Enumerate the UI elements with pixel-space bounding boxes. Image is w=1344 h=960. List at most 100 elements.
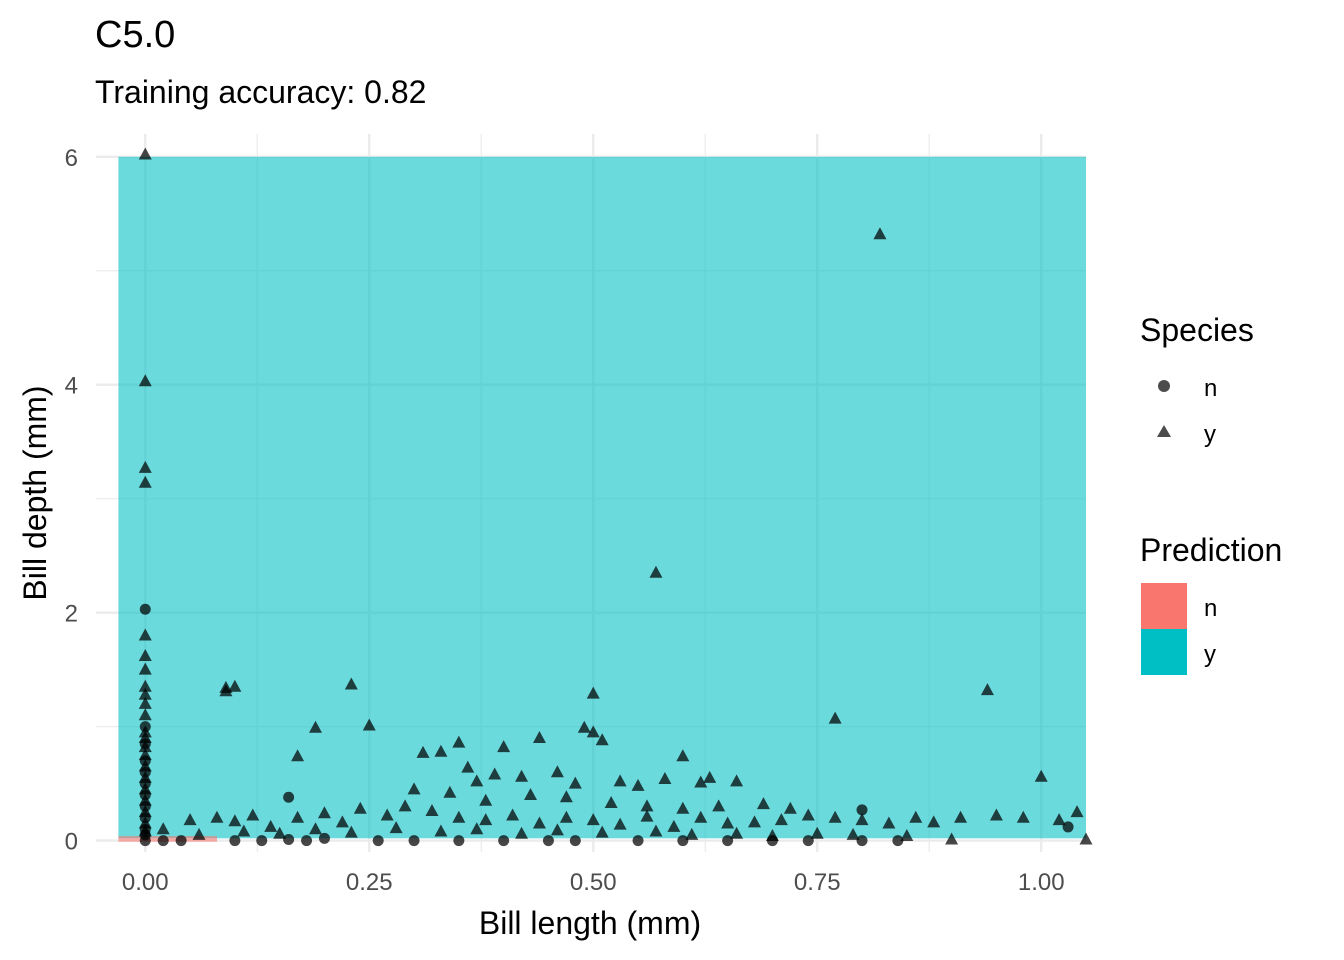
point-y — [640, 799, 654, 812]
point-y — [685, 827, 699, 840]
point-y — [1016, 810, 1030, 823]
point-n — [408, 835, 420, 847]
point-y — [138, 662, 152, 675]
point-y — [219, 680, 233, 693]
y-axis-title: Bill depth (mm) — [17, 385, 53, 600]
point-y — [694, 775, 708, 788]
point-y — [138, 824, 152, 837]
point-y — [344, 677, 358, 690]
legend-species-n-marker — [1158, 380, 1170, 392]
point-n — [139, 603, 151, 615]
point-y — [1070, 805, 1084, 818]
point-y — [828, 810, 842, 823]
point-y — [425, 803, 439, 816]
point-y — [730, 774, 744, 787]
point-y — [595, 733, 609, 746]
point-y — [264, 819, 278, 832]
point-y — [532, 731, 546, 744]
point-y — [712, 799, 726, 812]
point-y — [828, 711, 842, 724]
point-y — [138, 759, 152, 772]
point-y — [586, 725, 600, 738]
y-tick-label: 4 — [65, 373, 78, 400]
point-y — [846, 827, 860, 840]
point-y — [317, 806, 331, 819]
point-y — [774, 813, 788, 826]
point-y — [416, 745, 430, 758]
point-n — [856, 804, 868, 816]
point-n — [542, 835, 554, 847]
point-y — [550, 765, 564, 778]
point-y — [228, 814, 242, 827]
point-y — [138, 687, 152, 700]
point-y — [765, 829, 779, 842]
point-y — [138, 696, 152, 709]
point-n — [283, 833, 295, 845]
point-y — [138, 748, 152, 761]
point-y — [909, 810, 923, 823]
point-y — [362, 718, 376, 731]
point-y — [228, 679, 242, 692]
point-n — [677, 835, 689, 847]
point-y — [515, 826, 529, 839]
legend-prediction: Prediction n y — [1140, 532, 1282, 675]
point-y — [631, 778, 645, 791]
point-n — [283, 791, 295, 803]
x-tick-label: 0.75 — [794, 869, 841, 896]
point-y — [676, 749, 690, 762]
point-n — [892, 835, 904, 847]
point-y — [138, 708, 152, 721]
point-y — [138, 731, 152, 744]
point-y — [649, 565, 663, 578]
point-y — [138, 793, 152, 806]
point-y — [309, 720, 323, 733]
point-y — [613, 817, 627, 830]
point-y — [604, 795, 618, 808]
point-y — [649, 824, 663, 837]
point-y — [452, 735, 466, 748]
point-y — [730, 826, 744, 839]
legend-species: Species n y — [1140, 312, 1254, 448]
prediction-region-layer — [118, 156, 1086, 842]
point-y — [756, 797, 770, 810]
point-y — [694, 810, 708, 823]
point-y — [138, 740, 152, 753]
point-n — [318, 832, 330, 844]
point-n — [569, 835, 581, 847]
point-n — [856, 835, 868, 847]
point-y — [667, 819, 681, 832]
point-y — [577, 720, 591, 733]
point-n — [229, 835, 241, 847]
legend-prediction-y-label: y — [1204, 641, 1216, 668]
point-y — [748, 815, 762, 828]
point-y — [291, 810, 305, 823]
point-y — [640, 809, 654, 822]
point-y — [138, 805, 152, 818]
point-y — [138, 816, 152, 829]
point-y — [568, 776, 582, 789]
point-y — [515, 769, 529, 782]
point-y — [443, 785, 457, 798]
x-tick-label: 0.25 — [346, 869, 393, 896]
point-y — [703, 770, 717, 783]
point-y — [927, 815, 941, 828]
legend-species-title: Species — [1140, 312, 1254, 348]
point-y — [980, 683, 994, 696]
point-y — [613, 774, 627, 787]
point-n — [139, 835, 151, 847]
point-y — [434, 824, 448, 837]
point-y — [900, 829, 914, 842]
point-n — [453, 835, 465, 847]
point-y — [488, 767, 502, 780]
point-y — [479, 793, 493, 806]
point-y — [138, 679, 152, 692]
point-y — [676, 801, 690, 814]
point-y — [434, 744, 448, 757]
point-y — [138, 147, 152, 160]
point-y — [156, 822, 170, 835]
point-y — [452, 810, 466, 823]
point-y — [559, 810, 573, 823]
point-y — [237, 824, 251, 837]
point-y — [658, 772, 672, 785]
legend-prediction-title: Prediction — [1140, 532, 1282, 568]
